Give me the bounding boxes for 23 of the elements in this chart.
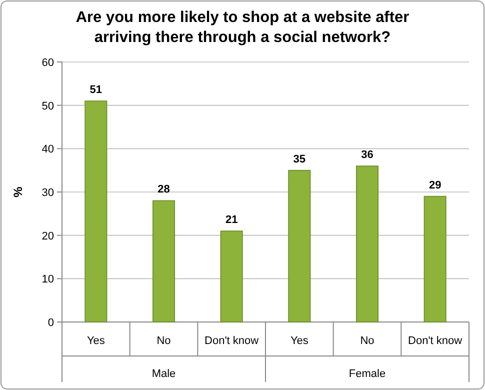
x-tick-label: Yes — [290, 335, 309, 347]
x-tick-label: Yes — [86, 335, 106, 347]
data-label: 51 — [90, 84, 102, 96]
y-tick-label: 60 — [42, 57, 54, 69]
x-tick-label: No — [360, 335, 374, 347]
data-label: 29 — [428, 179, 442, 192]
y-tick-label: 0 — [48, 317, 54, 329]
text: Male — [152, 368, 176, 380]
y-tick-label: 10 — [42, 274, 54, 286]
x-tick-label: Don't know — [204, 335, 259, 347]
y-tick-label: 30 — [42, 187, 54, 199]
data-label: 35 — [293, 153, 306, 166]
y-tick-label: 40 — [42, 144, 54, 156]
data-label: 28 — [158, 184, 170, 196]
text: Female — [348, 368, 386, 380]
y-tick-label: 20 — [42, 230, 54, 242]
x-tick-label: No — [156, 335, 171, 347]
y-tick-label: 50 — [42, 100, 54, 112]
data-label: 36 — [361, 149, 374, 161]
chart-title: Are you more likely to shop at a website after arriving there through a social network? — [76, 9, 410, 46]
y-axis-title: % — [11, 186, 25, 198]
data-label: 21 — [225, 214, 238, 226]
x-tick-label: Don't know — [408, 335, 462, 347]
